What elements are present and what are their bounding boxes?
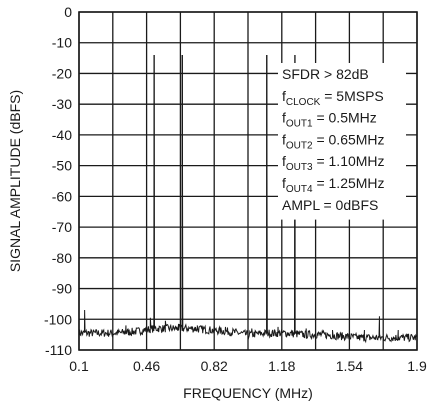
annotation-line: fOUT3 = 1.10MHz <box>282 153 385 173</box>
y-tick-label: -100 <box>44 311 72 327</box>
annotation-line: fOUT1 = 0.5MHz <box>282 110 377 130</box>
y-tick-label: -30 <box>52 96 72 112</box>
y-tick-label: -110 <box>45 342 72 358</box>
x-tick-label: 1.18 <box>268 358 295 374</box>
y-tick-label: -70 <box>52 219 72 235</box>
annotation-line: SFDR > 82dB <box>282 66 369 82</box>
y-axis-label: SIGNAL AMPLITUDE (dBFS) <box>7 90 23 272</box>
y-tick-label: -20 <box>52 65 72 81</box>
x-tick-label: 0.82 <box>201 358 228 374</box>
y-tick-label: -40 <box>52 127 72 143</box>
y-tick-labels: 0 -10 -20 -30 -40 -50 -60 -70 -80 -90 -100 -110 <box>44 4 72 358</box>
x-tick-label: 1.9 <box>407 358 427 374</box>
spectrum-trace <box>78 55 418 344</box>
y-tick-label: -10 <box>52 35 72 51</box>
x-tick-labels: 0.1 0.46 0.82 1.18 1.54 1.9 <box>69 358 427 374</box>
x-tick-label: 0.1 <box>69 358 89 374</box>
y-tick-label: -50 <box>52 158 72 174</box>
annotation-line: fCLOCK = 5MSPS <box>282 88 384 108</box>
x-tick-label: 1.54 <box>336 358 363 374</box>
y-tick-label: 0 <box>64 4 72 20</box>
plot-frame <box>78 11 418 351</box>
y-tick-label: -90 <box>52 281 72 297</box>
spectrum-line <box>78 55 418 344</box>
annotation-line: fOUT2 = 0.65MHz <box>282 131 385 151</box>
x-axis-label: FREQUENCY (MHz) <box>183 385 313 401</box>
y-tick-label: -80 <box>52 250 72 266</box>
annotation-line: fOUT4 = 1.25MHz <box>282 175 385 195</box>
annotation-line: AMPL = 0dBFS <box>282 197 378 213</box>
annotation-background <box>278 63 406 220</box>
x-tick-label: 0.46 <box>133 358 160 374</box>
y-tick-label: -60 <box>52 188 72 204</box>
